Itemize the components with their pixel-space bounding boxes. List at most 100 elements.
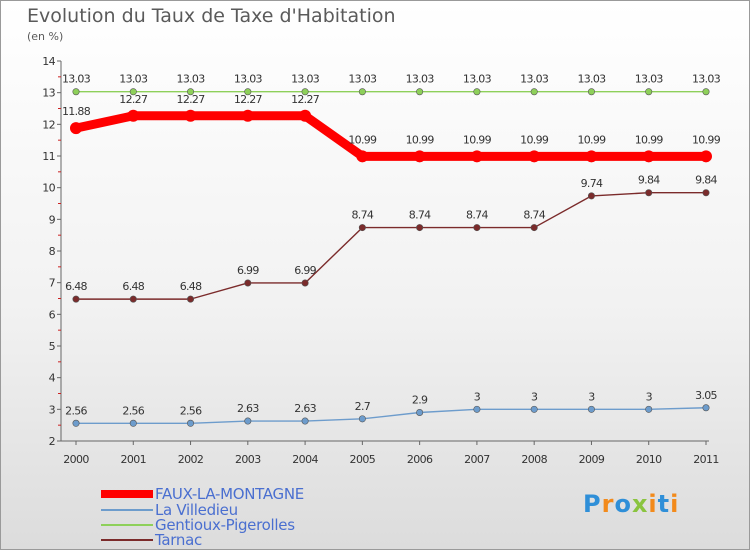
legend-label: La Villedieu [155,501,238,519]
data-label-la-villedieu: 3 [474,390,481,403]
data-point-tarnac [244,279,252,287]
data-label-tarnac: 6.48 [65,280,87,293]
data-point-gentioux-pigerolles [301,88,309,96]
x-tick-label: 2008 [521,453,547,466]
data-point-la-villedieu [587,405,595,413]
data-point-tarnac [587,192,595,200]
y-tick-label: 3 [49,403,56,416]
data-label-tarnac: 6.48 [122,280,144,293]
data-point-faux-la-montagne [70,122,82,135]
data-point-la-villedieu [301,417,309,425]
data-point-tarnac [187,295,195,303]
y-tick-label: 7 [49,277,56,290]
data-label-la-villedieu: 3 [588,390,595,403]
data-point-la-villedieu [358,415,366,423]
data-label-gentioux-pigerolles: 13.03 [692,73,721,86]
data-point-gentioux-pigerolles [129,88,137,96]
data-point-faux-la-montagne [127,109,140,122]
data-point-faux-la-montagne [528,150,541,163]
data-point-tarnac [129,295,137,303]
data-point-faux-la-montagne [470,150,483,163]
y-tick-label: 10 [42,182,55,195]
data-point-gentioux-pigerolles [72,88,80,96]
data-point-tarnac [530,224,538,232]
data-point-faux-la-montagne [642,150,655,163]
legend-label: Tarnac [155,531,202,549]
data-label-tarnac: 8.74 [352,209,374,222]
legend-swatch-tarnac [101,539,153,541]
series-line-tarnac [75,192,707,300]
data-label-gentioux-pigerolles: 13.03 [406,73,435,86]
data-label-tarnac: 6.99 [294,264,316,277]
data-point-tarnac [72,295,80,303]
data-label-gentioux-pigerolles: 13.03 [291,73,320,86]
data-point-gentioux-pigerolles [473,88,481,96]
y-tick-label: 2 [49,435,55,448]
data-point-la-villedieu [530,405,538,413]
data-label-gentioux-pigerolles: 13.03 [520,73,549,86]
data-point-la-villedieu [416,408,424,416]
y-tick-label: 9 [49,213,56,226]
data-label-faux-la-montagne: 10.99 [520,133,549,146]
data-label-tarnac: 6.99 [237,264,259,277]
data-label-gentioux-pigerolles: 13.03 [635,73,664,86]
legend-swatch-faux-la-montagne [101,490,153,498]
x-tick-label: 2011 [693,453,719,466]
data-label-faux-la-montagne: 10.99 [692,133,721,146]
series-line-la-villedieu [75,407,707,424]
data-label-tarnac: 8.74 [409,209,431,222]
data-point-faux-la-montagne [241,109,254,122]
x-tick-label: 2001 [120,453,146,466]
data-label-la-villedieu: 2.63 [294,402,316,415]
data-point-la-villedieu [129,419,137,427]
data-point-la-villedieu [702,404,710,412]
data-label-tarnac: 8.74 [523,209,545,222]
data-point-tarnac [358,224,366,232]
data-point-tarnac [702,189,710,197]
data-label-la-villedieu: 2.56 [180,404,202,417]
x-tick-label: 2009 [579,453,605,466]
data-label-la-villedieu: 2.7 [355,400,371,413]
data-label-faux-la-montagne: 10.99 [635,133,664,146]
data-point-la-villedieu [645,405,653,413]
x-tick-label: 2006 [407,453,433,466]
data-label-gentioux-pigerolles: 13.03 [577,73,606,86]
data-label-gentioux-pigerolles: 13.03 [119,73,148,86]
legend-swatch-la-villedieu [101,509,153,511]
legend-swatch-gentioux-pigerolles [101,524,153,526]
data-label-faux-la-montagne: 10.99 [463,133,492,146]
legend-label: FAUX-LA-MONTAGNE [155,485,304,503]
data-label-la-villedieu: 2.9 [412,394,428,407]
data-label-faux-la-montagne: 12.27 [291,93,320,106]
data-point-la-villedieu [187,419,195,427]
data-point-gentioux-pigerolles [702,88,710,96]
data-label-gentioux-pigerolles: 13.03 [177,73,206,86]
x-tick-label: 2010 [636,453,662,466]
data-label-faux-la-montagne: 11.88 [62,105,91,118]
data-label-la-villedieu: 2.63 [237,402,259,415]
data-label-la-villedieu: 3.05 [695,389,717,402]
series-line-faux-la-montagne [71,111,711,161]
y-tick-label: 13 [42,87,55,100]
data-point-tarnac [645,189,653,197]
data-label-la-villedieu: 2.56 [122,404,144,417]
legend-label: Gentioux-Pigerolles [155,516,295,534]
y-tick-label: 11 [42,150,55,163]
y-tick-label: 8 [49,245,56,258]
x-tick-label: 2002 [178,453,204,466]
x-tick-label: 2005 [350,453,376,466]
data-label-gentioux-pigerolles: 13.03 [62,73,91,86]
data-point-faux-la-montagne [184,109,197,122]
data-point-tarnac [473,224,481,232]
data-label-faux-la-montagne: 10.99 [577,133,606,146]
x-tick-label: 2003 [235,453,261,466]
data-point-faux-la-montagne [700,150,712,163]
data-label-tarnac: 9.84 [695,174,717,187]
data-label-la-villedieu: 3 [531,390,538,403]
y-tick-label: 14 [42,55,55,68]
chart-title: Evolution du Taux de Taxe d'Habitation [27,5,396,27]
data-label-faux-la-montagne: 12.27 [177,93,206,106]
data-point-faux-la-montagne [299,109,312,122]
data-point-la-villedieu [244,417,252,425]
